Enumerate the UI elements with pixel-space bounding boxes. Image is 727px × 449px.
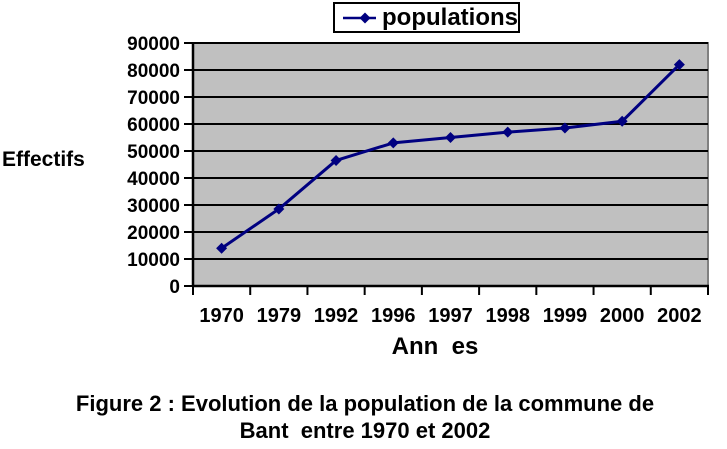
data-point-marker (273, 203, 285, 215)
y-tick-label: 10000 (127, 250, 180, 271)
data-point-marker (330, 154, 342, 166)
data-point-marker (502, 126, 514, 138)
y-tick-label: 80000 (127, 61, 180, 82)
legend-line-marker-icon (343, 12, 377, 23)
y-tick-label: 20000 (127, 223, 180, 244)
x-tick-label: 1996 (371, 305, 416, 327)
data-point-marker (616, 115, 628, 127)
data-point-marker (673, 59, 685, 71)
y-tick-label: 0 (169, 277, 180, 298)
x-tick-label: 2002 (657, 305, 702, 327)
data-point-marker (445, 132, 456, 143)
x-tick-label: 1997 (428, 305, 473, 327)
legend: populations (333, 2, 520, 33)
y-tick-label: 30000 (127, 196, 180, 217)
y-tick-label: 90000 (127, 34, 180, 55)
y-tick-label: 40000 (127, 169, 180, 190)
x-tick-label: 1999 (543, 305, 588, 327)
figure-caption-line1: Figure 2 : Evolution de la population de… (75, 391, 655, 416)
legend-series-label: populations (382, 3, 518, 31)
x-tick-label: 1998 (485, 305, 530, 327)
data-point-marker (387, 137, 399, 149)
data-point-marker (216, 242, 228, 254)
x-tick-label: 1992 (314, 305, 359, 327)
x-tick-label: 1970 (199, 305, 244, 327)
y-tick-label: 50000 (127, 142, 180, 163)
y-axis-title: Effectifs (2, 148, 85, 171)
plot-background (192, 42, 709, 287)
y-tick-label: 60000 (127, 115, 180, 136)
data-point-marker (559, 122, 571, 134)
figure-caption: Figure 2 : Evolution de la population de… (35, 390, 695, 444)
x-tick-label: 2000 (600, 305, 645, 327)
figure-caption-line2: Bant entre 1970 et 2002 (239, 418, 491, 443)
plot-area: 0 10000 20000 30000 40000 50000 60000 70000 8000… (127, 34, 709, 327)
x-tick-label: 1979 (257, 305, 302, 327)
y-tick-label: 70000 (127, 88, 180, 109)
x-axis-title: Ann es (391, 333, 479, 360)
